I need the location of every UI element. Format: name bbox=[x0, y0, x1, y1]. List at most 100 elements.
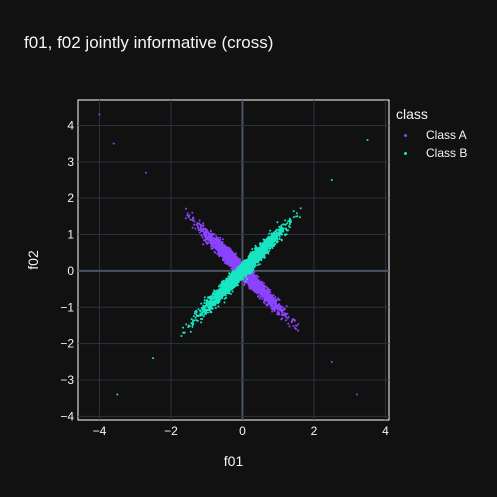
data-point bbox=[194, 227, 197, 230]
data-point bbox=[251, 280, 254, 283]
data-point bbox=[260, 285, 263, 288]
data-point bbox=[244, 275, 247, 278]
data-point bbox=[215, 236, 218, 239]
data-point bbox=[248, 274, 251, 277]
data-point bbox=[262, 291, 265, 294]
data-point bbox=[207, 308, 210, 311]
data-point bbox=[284, 219, 287, 222]
data-point bbox=[259, 295, 262, 298]
series-class-b bbox=[116, 139, 369, 396]
data-point bbox=[255, 275, 258, 278]
data-point bbox=[251, 278, 254, 281]
data-point bbox=[252, 284, 255, 287]
data-point bbox=[283, 233, 286, 236]
data-point bbox=[200, 302, 203, 305]
data-point bbox=[201, 308, 204, 311]
data-point bbox=[202, 315, 205, 318]
data-point bbox=[243, 283, 246, 286]
data-point bbox=[276, 221, 279, 224]
data-point bbox=[227, 254, 230, 257]
data-point bbox=[210, 245, 213, 248]
data-point bbox=[251, 248, 254, 251]
data-point bbox=[254, 288, 257, 291]
data-point bbox=[189, 330, 192, 333]
data-point bbox=[205, 309, 208, 312]
data-point bbox=[217, 242, 220, 245]
data-point bbox=[218, 240, 221, 243]
data-point bbox=[243, 259, 246, 262]
data-point bbox=[254, 278, 257, 281]
data-point bbox=[285, 305, 288, 308]
data-point bbox=[279, 226, 282, 229]
data-point bbox=[220, 255, 223, 258]
data-point bbox=[261, 298, 264, 301]
data-point bbox=[248, 281, 251, 284]
data-point bbox=[274, 299, 277, 302]
data-point bbox=[281, 311, 284, 314]
data-point bbox=[210, 242, 213, 245]
data-point bbox=[286, 317, 289, 320]
data-point bbox=[272, 306, 275, 309]
data-point bbox=[259, 258, 262, 261]
data-point bbox=[268, 249, 271, 252]
data-point bbox=[250, 275, 253, 278]
data-point bbox=[203, 234, 206, 237]
data-point bbox=[229, 273, 232, 276]
data-point bbox=[295, 212, 298, 215]
data-point bbox=[283, 312, 286, 315]
data-point bbox=[255, 283, 258, 286]
data-point bbox=[251, 273, 254, 276]
data-point bbox=[224, 245, 227, 248]
data-point bbox=[262, 282, 265, 285]
data-point bbox=[191, 211, 194, 214]
data-point bbox=[263, 288, 266, 291]
data-point bbox=[275, 306, 278, 309]
data-point bbox=[180, 334, 183, 337]
data-point bbox=[229, 257, 232, 260]
data-point bbox=[286, 312, 289, 315]
data-point bbox=[196, 225, 199, 228]
data-point bbox=[231, 265, 234, 268]
data-point bbox=[231, 290, 234, 293]
data-point bbox=[280, 239, 283, 242]
data-point bbox=[279, 306, 282, 309]
data-point bbox=[208, 301, 211, 304]
data-point bbox=[263, 291, 266, 294]
data-point bbox=[271, 310, 274, 313]
data-point bbox=[203, 313, 206, 316]
data-point bbox=[267, 252, 270, 255]
x-tick-label: −4 bbox=[93, 424, 107, 438]
data-point bbox=[285, 228, 288, 231]
data-point bbox=[209, 309, 212, 312]
data-point bbox=[284, 314, 287, 317]
data-point bbox=[249, 253, 252, 256]
data-point bbox=[260, 280, 263, 283]
data-point bbox=[225, 277, 228, 280]
x-tick-label: −2 bbox=[164, 424, 178, 438]
data-point bbox=[272, 299, 275, 302]
data-point bbox=[228, 252, 231, 255]
data-point bbox=[238, 258, 241, 261]
data-point bbox=[229, 248, 232, 251]
data-point bbox=[250, 283, 253, 286]
data-point bbox=[246, 280, 249, 283]
data-point bbox=[223, 301, 226, 304]
data-point bbox=[257, 295, 260, 298]
data-point bbox=[222, 290, 225, 293]
data-point bbox=[254, 249, 257, 252]
data-point bbox=[281, 317, 284, 320]
data-point bbox=[219, 236, 222, 239]
data-point bbox=[234, 260, 237, 263]
data-point bbox=[200, 321, 203, 324]
data-point bbox=[112, 142, 115, 145]
data-point bbox=[249, 251, 252, 254]
data-point bbox=[267, 299, 270, 302]
data-point bbox=[253, 266, 256, 269]
data-point bbox=[297, 329, 300, 332]
data-point bbox=[205, 233, 208, 236]
data-point bbox=[210, 240, 213, 243]
y-tick-label: −3 bbox=[60, 373, 74, 387]
data-point bbox=[237, 260, 240, 263]
data-point bbox=[355, 393, 358, 396]
data-point bbox=[222, 255, 225, 258]
